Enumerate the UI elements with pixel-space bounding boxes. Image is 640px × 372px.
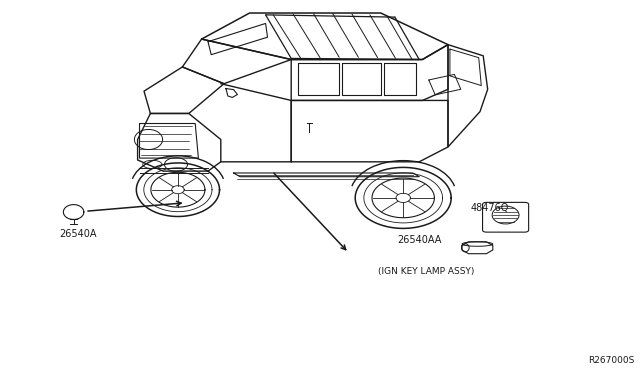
Text: 26540A: 26540A: [60, 229, 97, 239]
Text: R267000S: R267000S: [589, 356, 635, 365]
Text: 48476Q: 48476Q: [470, 203, 509, 213]
Text: (IGN KEY LAMP ASSY): (IGN KEY LAMP ASSY): [378, 267, 474, 276]
Text: 26540AA: 26540AA: [397, 235, 441, 245]
